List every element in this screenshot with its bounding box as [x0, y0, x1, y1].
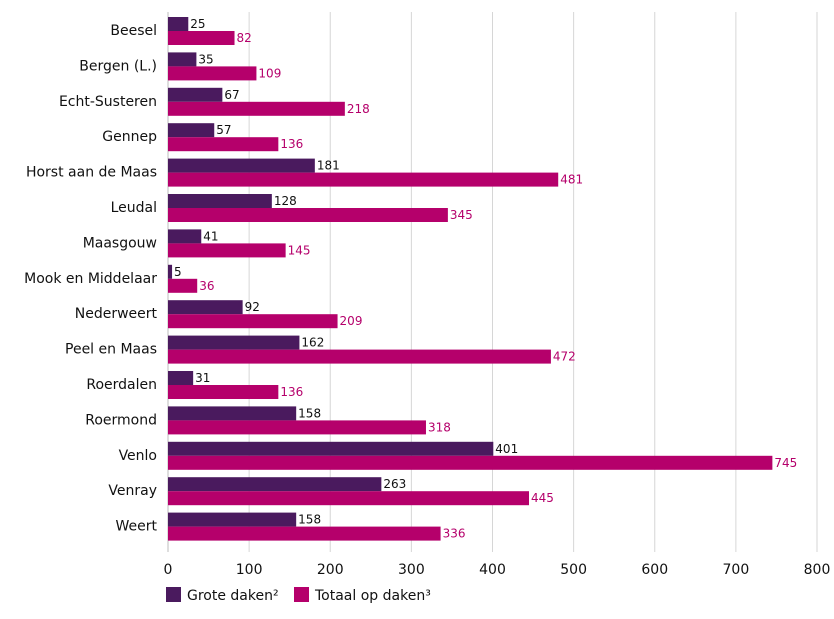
bar-grote-daken [168, 264, 173, 279]
data-label: 745 [774, 456, 797, 470]
legend: Grote daken² Totaal op daken³ [166, 587, 431, 604]
bar-totaal-op-daken [168, 208, 448, 222]
x-tick-label: 200 [317, 562, 344, 578]
data-label: 136 [280, 385, 303, 399]
x-tick-label: 700 [723, 562, 750, 578]
category-label: Mook en Middelaar [24, 271, 157, 287]
data-label: 158 [298, 406, 321, 420]
bar-totaal-op-daken [168, 349, 551, 364]
data-label: 25 [190, 17, 205, 31]
data-label: 263 [383, 477, 406, 491]
category-label: Venray [108, 483, 157, 499]
bar-totaal-op-daken [168, 278, 198, 293]
bar-grote-daken [168, 194, 272, 208]
data-label: 82 [237, 31, 252, 45]
bar-grote-daken [168, 512, 297, 527]
data-label: 92 [245, 300, 260, 314]
bar-grote-daken [168, 300, 243, 315]
data-label: 136 [280, 137, 303, 151]
x-tick-label: 100 [236, 562, 263, 578]
category-label: Maasgouw [83, 235, 157, 251]
data-label: 445 [531, 491, 554, 505]
data-label: 218 [347, 102, 370, 116]
category-label: Beesel [110, 23, 157, 39]
bar-grote-daken [168, 441, 494, 456]
legend-swatch [294, 587, 309, 602]
bar-grote-daken [168, 158, 315, 173]
bar-totaal-op-daken [168, 172, 559, 187]
category-label: Roermond [85, 412, 157, 428]
bar-totaal-op-daken [168, 243, 286, 258]
data-label: 181 [317, 159, 340, 173]
data-label: 158 [298, 513, 321, 527]
bar-totaal-op-daken [168, 526, 441, 541]
bar-totaal-op-daken [168, 31, 235, 45]
bar-grote-daken [168, 123, 215, 138]
data-label: 36 [199, 279, 214, 293]
category-label: Nederweert [75, 306, 158, 322]
data-label: 5 [174, 265, 182, 279]
data-label: 145 [288, 243, 311, 257]
bar-totaal-op-daken [168, 455, 773, 470]
category-label: Roerdalen [86, 377, 157, 393]
bar-grote-daken [168, 406, 297, 421]
category-label: Gennep [102, 129, 157, 145]
gridlines [167, 12, 818, 552]
category-label: Horst aan de Maas [26, 165, 157, 181]
data-label: 41 [203, 229, 218, 243]
legend-label: Totaal op daken³ [314, 588, 431, 604]
bar-grote-daken [168, 17, 189, 31]
bar-totaal-op-daken [168, 420, 426, 435]
legend-swatch [166, 587, 181, 602]
data-label: 401 [495, 442, 518, 456]
legend-label: Grote daken² [187, 588, 279, 604]
bar-grote-daken [168, 229, 202, 244]
data-label: 31 [195, 371, 210, 385]
bar-totaal-op-daken [168, 491, 530, 506]
x-tick-label: 600 [641, 562, 668, 578]
bar-grote-daken [168, 335, 300, 350]
data-label: 472 [553, 350, 576, 364]
category-label: Peel en Maas [65, 342, 157, 358]
data-label: 209 [340, 314, 363, 328]
bar-totaal-op-daken [168, 137, 279, 152]
x-tick-label: 0 [164, 562, 173, 578]
bar-grote-daken [168, 52, 197, 67]
data-label: 128 [274, 194, 297, 208]
category-label: Echt-Susteren [59, 94, 157, 110]
x-tick-label: 300 [398, 562, 425, 578]
data-label: 67 [224, 88, 239, 102]
data-label: 109 [258, 66, 281, 80]
labels: 0 100 200 300 400 500 600 700 800 Beesel 25 82 Berge… [24, 17, 830, 578]
bar-totaal-op-daken [168, 385, 279, 399]
x-tick-label: 400 [479, 562, 506, 578]
data-label: 35 [198, 52, 213, 66]
bars [168, 17, 773, 541]
data-label: 57 [216, 123, 231, 137]
category-label: Venlo [119, 448, 157, 464]
bar-totaal-op-daken [168, 314, 338, 329]
category-label: Weert [116, 519, 158, 535]
category-label: Leudal [111, 200, 157, 216]
bar-totaal-op-daken [168, 101, 345, 116]
category-label: Bergen (L.) [79, 58, 157, 74]
bar-grote-daken [168, 371, 194, 385]
data-label: 318 [428, 420, 451, 434]
bar-totaal-op-daken [168, 66, 257, 81]
data-label: 162 [301, 336, 324, 350]
bar-grote-daken [168, 477, 382, 492]
x-tick-label: 800 [804, 562, 831, 578]
x-tick-label: 500 [560, 562, 587, 578]
data-label: 336 [443, 527, 466, 541]
bar-grote-daken [168, 87, 223, 102]
data-label: 481 [560, 173, 583, 187]
data-label: 345 [450, 208, 473, 222]
